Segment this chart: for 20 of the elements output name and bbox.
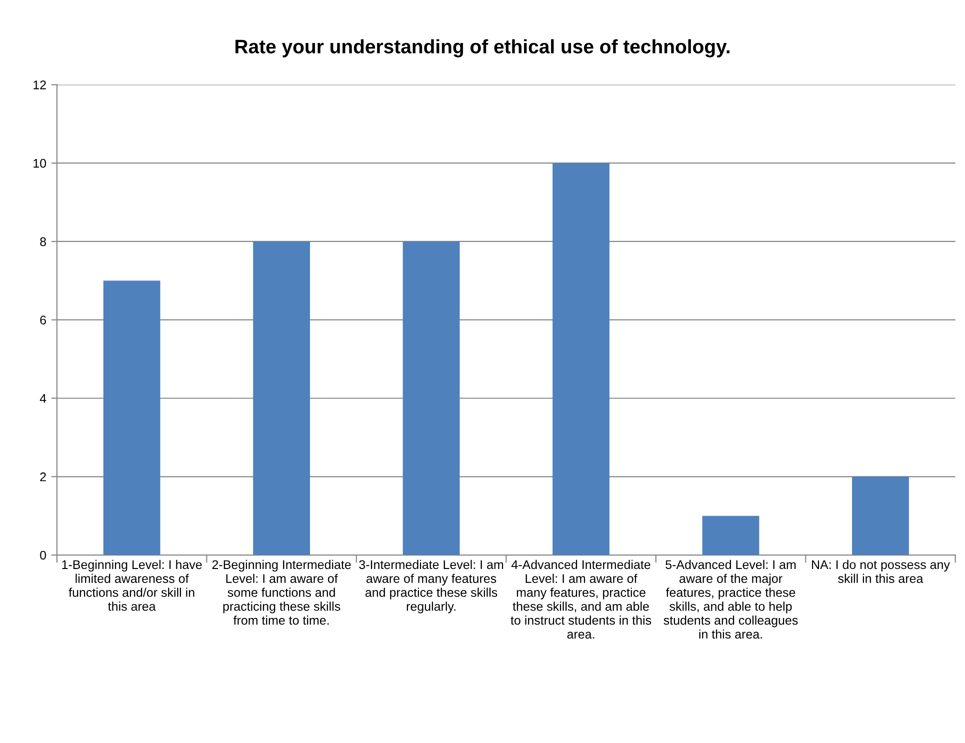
bar	[253, 241, 310, 556]
bar	[852, 476, 909, 556]
y-tick-label: 2	[40, 472, 46, 482]
chart-title: Rate your understanding of ethical use of technology.	[236, 39, 730, 58]
x-tick-label: 2-Beginning Intermediate Level: I am aware of some functions and practicing these skills from time to time.	[212, 560, 351, 625]
bar	[103, 280, 160, 556]
bar	[552, 163, 610, 556]
y-tick-label: 6	[40, 316, 46, 325]
x-tick-label: 5-Advanced Level: I am aware of the major features, practice these skills, and able to help students and colleagues in this area.	[664, 560, 798, 639]
y-tick-label: 8	[40, 237, 46, 246]
x-tick-label: NA: I do not possess any skill in this area	[812, 560, 950, 583]
x-tick-label: 3-Intermediate Level: I am aware of many features and practice these skills regularly.	[359, 560, 504, 614]
x-tick-label: 4-Advanced Intermediate Level: I am aware of many features, practice these skills, and am able to instruct students in this area.	[510, 560, 652, 639]
bar	[702, 516, 760, 556]
y-tick-label: 12	[34, 80, 46, 90]
y-tick-label: 10	[34, 158, 46, 168]
y-tick-label: 0	[40, 550, 46, 560]
bar	[402, 241, 460, 556]
x-tick-label: 1-Beginning Level: I have limited awareness of functions and/or skill in this area	[62, 560, 202, 611]
y-tick-label: 4	[40, 394, 46, 403]
